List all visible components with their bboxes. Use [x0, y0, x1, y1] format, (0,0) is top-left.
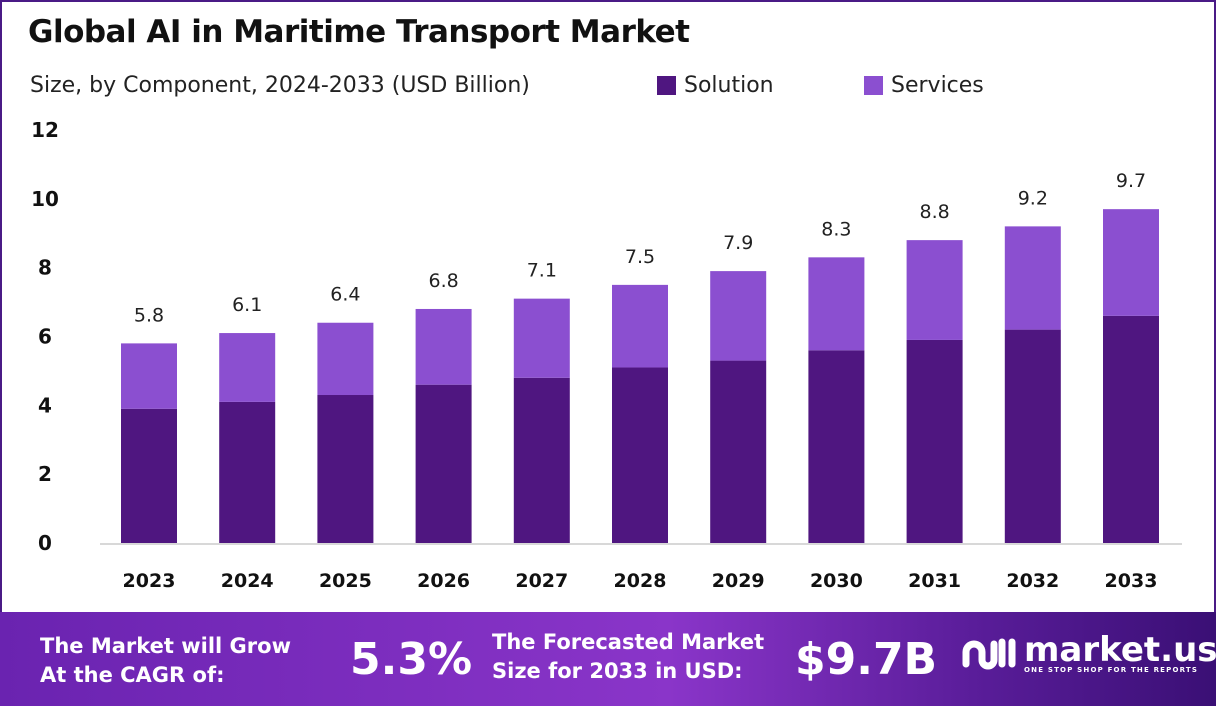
- bar-solution-2025: [317, 395, 374, 543]
- y-tick-label: 0: [38, 531, 52, 555]
- x-tick-label: 2031: [908, 570, 961, 592]
- bar-solution-2029: [710, 360, 767, 543]
- data-label-total: 7.9: [723, 232, 753, 254]
- x-tick-label: 2023: [123, 570, 176, 592]
- x-tick-label: 2029: [712, 570, 765, 592]
- cagr-value: 5.3%: [350, 634, 473, 685]
- bar-services-2026: [415, 308, 472, 385]
- legend-swatch-services: [864, 76, 883, 95]
- y-tick-label: 12: [31, 118, 59, 142]
- bar-solution-2026: [415, 384, 472, 543]
- cagr-label: The Market will Grow At the CAGR of:: [40, 632, 291, 690]
- x-tick-label: 2032: [1006, 570, 1059, 592]
- data-label-total: 6.8: [428, 270, 458, 292]
- bar-services-2025: [317, 322, 374, 396]
- y-tick-label: 10: [31, 187, 59, 211]
- bar-services-2032: [1004, 226, 1061, 330]
- size-label-line1: The Forecasted Market: [492, 630, 765, 654]
- data-label-total: 9.2: [1018, 187, 1048, 209]
- x-tick-label: 2025: [319, 570, 372, 592]
- bar-services-2024: [219, 333, 276, 402]
- size-label: The Forecasted Market Size for 2033 in U…: [492, 628, 764, 686]
- bar-solution-2033: [1103, 315, 1159, 543]
- size-label-line2: Size for 2033 in USD:: [492, 659, 743, 683]
- legend-swatch-solution: [657, 76, 676, 95]
- bar-services-2030: [808, 257, 865, 351]
- bar-solution-2028: [612, 367, 668, 543]
- x-tick-label: 2027: [515, 570, 568, 592]
- legend-solution: Solution: [657, 73, 774, 98]
- x-tick-label: 2033: [1105, 570, 1158, 592]
- y-tick-label: 2: [38, 462, 52, 486]
- x-tick-label: 2024: [221, 570, 274, 592]
- x-tick-label: 2026: [417, 570, 470, 592]
- x-tick-label: 2030: [810, 570, 863, 592]
- cagr-label-line2: At the CAGR of:: [40, 663, 225, 687]
- bar-services-2023: [121, 343, 177, 409]
- bar-solution-2023: [121, 408, 177, 543]
- footer-banner: The Market will Grow At the CAGR of: 5.3…: [0, 612, 1216, 706]
- y-tick-label: 4: [38, 393, 52, 417]
- bar-solution-2032: [1004, 329, 1061, 543]
- legend-label-solution: Solution: [684, 73, 774, 98]
- marketus-logo: market.us ONE STOP SHOP FOR THE REPORTS: [962, 630, 1216, 674]
- data-label-total: 6.1: [232, 294, 262, 316]
- logo-name: market.us: [1024, 630, 1216, 670]
- size-value: $9.7B: [795, 634, 938, 685]
- bar-services-2033: [1103, 209, 1159, 316]
- bar-services-2031: [906, 240, 963, 340]
- legend-services: Services: [864, 73, 984, 98]
- data-label-total: 5.8: [134, 304, 164, 326]
- bar-solution-2030: [808, 350, 865, 543]
- data-label-total: 7.1: [527, 260, 557, 282]
- y-tick-label: 8: [38, 256, 52, 280]
- logo-tagline: ONE STOP SHOP FOR THE REPORTS: [1024, 666, 1199, 674]
- data-label-total: 6.4: [330, 284, 360, 306]
- y-tick-label: 6: [38, 325, 52, 349]
- cagr-label-line1: The Market will Grow: [40, 634, 291, 658]
- data-label-total: 8.8: [919, 201, 949, 223]
- logo-mark-icon: [962, 638, 1016, 670]
- bar-services-2027: [513, 298, 570, 378]
- data-label-total: 7.5: [625, 246, 655, 268]
- bar-chart: 0 2 4 6 8 10 12 5.8 2023 6.1 2024 6.4 2025 6.8 2026 7.1…: [31, 118, 1182, 592]
- chart-title: Global AI in Maritime Transport Market: [28, 14, 690, 50]
- bar-solution-2027: [513, 377, 570, 543]
- bar-services-2029: [710, 271, 767, 361]
- bar-services-2028: [612, 284, 668, 368]
- data-label-total: 9.7: [1116, 170, 1146, 192]
- chart-subtitle: Size, by Component, 2024-2033 (USD Billi…: [30, 73, 530, 98]
- bar-solution-2024: [219, 401, 276, 543]
- legend-label-services: Services: [891, 73, 984, 98]
- bar-solution-2031: [906, 339, 963, 543]
- x-tick-label: 2028: [614, 570, 667, 592]
- data-label-total: 8.3: [821, 218, 851, 240]
